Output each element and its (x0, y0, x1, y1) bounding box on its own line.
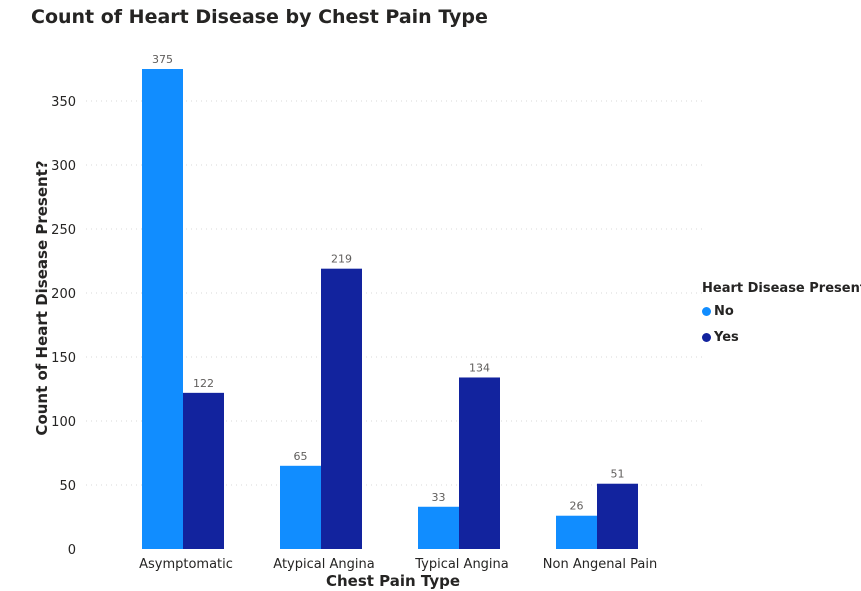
legend: Heart Disease Present? No Yes (702, 281, 861, 350)
y-axis-title: Count of Heart Disease Present? (33, 160, 51, 435)
bar-no-0[interactable] (142, 69, 183, 549)
y-tick-label: 50 (59, 479, 76, 494)
y-tick-label: 0 (68, 543, 76, 558)
data-label: 219 (331, 253, 352, 266)
y-tick-label: 100 (51, 415, 76, 430)
bar-yes-3[interactable] (597, 483, 638, 549)
bars (142, 69, 638, 549)
bar-yes-2[interactable] (459, 377, 500, 549)
x-axis-title: Chest Pain Type (326, 572, 460, 590)
x-axis-ticks: Asymptomatic Atypical Angina Typical Angin… (139, 557, 657, 572)
legend-item-yes[interactable]: Yes (702, 324, 861, 350)
legend-title: Heart Disease Present? (702, 281, 861, 296)
x-tick-label: Asymptomatic (139, 557, 233, 572)
y-tick-label: 250 (51, 223, 76, 238)
y-tick-label: 200 (51, 287, 76, 302)
legend-dot-icon (702, 306, 711, 316)
x-tick-label: Non Angenal Pain (543, 557, 657, 572)
x-tick-label: Typical Angina (414, 557, 509, 572)
legend-dot-icon (702, 332, 711, 342)
data-labels: 375 122 65 219 33 134 26 51 (152, 53, 625, 513)
data-label: 26 (570, 500, 584, 513)
bar-yes-0[interactable] (183, 392, 224, 549)
data-label: 122 (193, 377, 214, 390)
y-tick-label: 300 (51, 159, 76, 174)
chart-title: Count of Heart Disease by Chest Pain Typ… (31, 6, 488, 28)
x-tick-label: Atypical Angina (273, 557, 374, 572)
bar-yes-1[interactable] (321, 268, 362, 549)
bar-no-1[interactable] (280, 465, 321, 549)
legend-items: No Yes (702, 298, 861, 350)
data-label: 134 (469, 361, 490, 374)
y-tick-label: 350 (51, 95, 76, 110)
legend-label: No (714, 303, 734, 319)
y-tick-label: 150 (51, 351, 76, 366)
bar-no-2[interactable] (418, 506, 459, 549)
data-label: 33 (432, 491, 446, 504)
bar-no-3[interactable] (556, 515, 597, 549)
data-label: 65 (294, 450, 308, 463)
legend-label: Yes (714, 329, 739, 345)
data-label: 51 (611, 468, 625, 481)
y-axis-ticks: 0 50 100 150 200 250 300 350 (51, 95, 76, 558)
legend-item-no[interactable]: No (702, 298, 861, 324)
data-label: 375 (152, 53, 173, 66)
